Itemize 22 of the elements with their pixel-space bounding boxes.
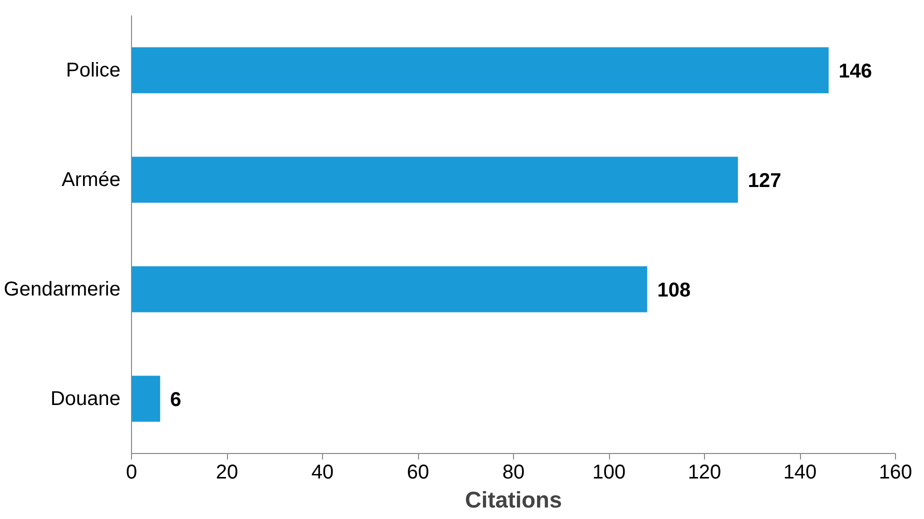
- data-label: 127: [748, 170, 782, 192]
- bar: [132, 376, 160, 422]
- data-label: 146: [838, 60, 872, 82]
- x-axis-title: Citations: [465, 486, 562, 512]
- bar: [132, 266, 648, 312]
- y-tick-label: Gendarmerie: [4, 278, 120, 300]
- data-label: 6: [170, 388, 182, 411]
- x-tick-label: 140: [783, 462, 817, 484]
- y-tick-label: Armée: [62, 168, 120, 191]
- data-label: 108: [657, 279, 691, 302]
- y-tick-label: Douane: [50, 388, 121, 410]
- y-tick-label: Police: [66, 59, 121, 82]
- bar: [132, 156, 738, 203]
- x-tick-label: 80: [502, 462, 525, 484]
- x-tick-label: 100: [592, 462, 626, 484]
- x-tick-label: 0: [126, 462, 138, 484]
- x-tick-label: 160: [878, 462, 912, 484]
- x-tick-label: 20: [216, 462, 238, 484]
- x-tick-label: 120: [688, 462, 722, 484]
- x-tick-label: 60: [406, 462, 430, 484]
- x-tick-label: 40: [311, 462, 334, 484]
- bar: [132, 47, 829, 94]
